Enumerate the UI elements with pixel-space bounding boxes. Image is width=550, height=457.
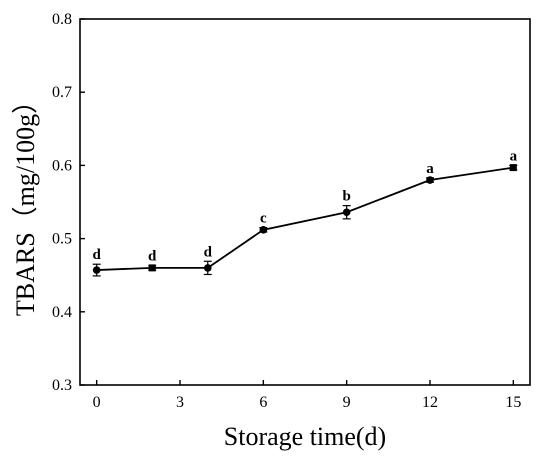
plot-axes bbox=[79, 18, 531, 386]
y-tick-label: 0.5 bbox=[52, 231, 72, 248]
plot-frame bbox=[79, 18, 531, 386]
significance-label: a bbox=[510, 148, 518, 164]
y-tick-label: 0.3 bbox=[52, 377, 72, 394]
data-point bbox=[342, 208, 351, 217]
data-point bbox=[92, 266, 101, 274]
y-tick-label: 0.6 bbox=[52, 157, 72, 174]
data-point bbox=[148, 264, 156, 272]
data-point bbox=[509, 164, 517, 172]
significance-label: d bbox=[148, 249, 157, 265]
data-point bbox=[259, 226, 268, 234]
significance-label: b bbox=[342, 189, 350, 205]
series-line bbox=[96, 166, 514, 271]
data-point bbox=[203, 264, 212, 272]
x-axis-title: Storage time(d) bbox=[224, 422, 386, 451]
x-tick-label: 15 bbox=[505, 394, 521, 411]
y-tick-label: 0.8 bbox=[52, 11, 72, 28]
x-tick-label: 0 bbox=[93, 394, 101, 411]
x-tick-label: 9 bbox=[343, 394, 351, 411]
data-point bbox=[426, 176, 434, 184]
significance-label: c bbox=[260, 211, 267, 227]
y-tick-label: 0.4 bbox=[52, 304, 72, 321]
x-axis-ticks: 0 3 6 9 12 15 bbox=[93, 380, 521, 411]
significance-label: d bbox=[204, 244, 213, 260]
significance-label: a bbox=[426, 161, 434, 177]
y-tick-label: 0.7 bbox=[52, 84, 72, 101]
x-tick-label: 3 bbox=[176, 394, 184, 411]
x-tick-label: 12 bbox=[422, 394, 438, 411]
data-series: d d d c b a a bbox=[92, 148, 518, 277]
significance-label: d bbox=[92, 247, 101, 263]
y-axis-ticks: 0.3 0.4 0.5 0.6 0.7 0.8 bbox=[52, 11, 85, 394]
x-tick-label: 6 bbox=[259, 394, 267, 411]
y-axis-title: TBARS（mg/100g） bbox=[11, 88, 40, 316]
